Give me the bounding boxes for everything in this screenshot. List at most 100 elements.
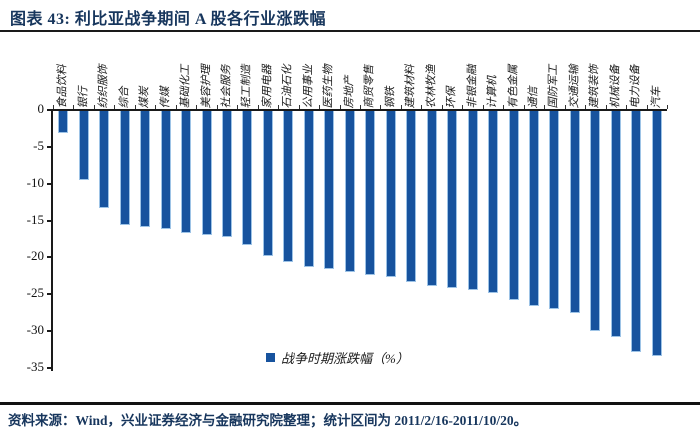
x-axis-tick-mark (237, 105, 239, 109)
bar-综合 (119, 111, 130, 225)
bar-有色金属 (508, 111, 519, 300)
y-axis-tick-mark (47, 182, 53, 185)
x-axis-category-label: 石油石化 (281, 64, 294, 109)
y-axis-tick-label: -25 (26, 285, 44, 301)
x-axis-category-label: 农林牧渔 (425, 64, 438, 109)
bar-基础化工 (181, 111, 192, 233)
y-axis-tick-mark (47, 256, 53, 259)
footer-divider (0, 402, 700, 405)
bar-建筑装饰 (590, 111, 601, 331)
bar-纺织服饰 (99, 111, 110, 208)
x-axis-tick-mark (626, 105, 628, 109)
y-axis-tick-label: -20 (26, 248, 44, 264)
bar-煤炭 (140, 111, 151, 227)
x-axis-tick-mark (93, 105, 95, 109)
bar-医药生物 (324, 111, 335, 269)
x-axis-category-label: 房地产 (343, 75, 356, 109)
bar-美容护理 (201, 111, 212, 235)
x-axis-category-label: 建筑装饰 (588, 64, 601, 109)
bar-汽车 (651, 111, 662, 356)
bar-石油石化 (283, 111, 294, 262)
x-axis-tick-mark (503, 105, 505, 109)
chart-legend: 战争时期涨跌幅（%） (266, 348, 409, 367)
x-axis-category-label: 电力设备 (629, 64, 642, 109)
bar-社会服务 (221, 111, 232, 237)
y-axis-tick-label: -30 (26, 322, 44, 338)
x-axis-category-label: 汽车 (650, 86, 663, 109)
bar-环保 (447, 111, 458, 288)
bar-电力设备 (631, 111, 642, 352)
x-axis-tick-mark (544, 105, 546, 109)
bar-公用事业 (303, 111, 314, 267)
x-axis-category-label: 国防军工 (547, 64, 560, 109)
x-axis-tick-mark (400, 105, 402, 109)
y-axis-tick-mark (47, 293, 53, 296)
bar-交通运输 (569, 111, 580, 313)
x-axis-category-label: 银行 (77, 86, 90, 109)
x-axis-tick-mark (380, 105, 382, 109)
x-axis-category-label: 建筑材料 (404, 64, 417, 109)
bar-农林牧渔 (426, 111, 437, 286)
y-axis-tick-label: -35 (26, 358, 44, 374)
y-axis-tick-mark (47, 366, 53, 369)
x-axis-category-label: 机械设备 (609, 64, 622, 109)
x-axis-tick-mark (114, 105, 116, 109)
y-axis-tick-label: -10 (26, 174, 44, 190)
bar-建筑材料 (406, 111, 417, 282)
bar-非银金融 (467, 111, 478, 290)
x-axis-category-label: 有色金属 (507, 64, 519, 109)
x-axis-tick-mark (482, 105, 484, 109)
x-axis-category-label: 商贸零售 (363, 64, 376, 109)
x-axis-category-label: 基础化工 (179, 64, 192, 109)
x-axis-category-label: 纺织服饰 (97, 64, 110, 109)
x-axis-tick-mark (134, 105, 136, 109)
x-axis-tick-mark (605, 105, 607, 109)
x-axis-tick-mark (155, 105, 157, 109)
legend-swatch-icon (266, 353, 275, 362)
x-axis-category-label: 轻工制造 (240, 64, 253, 109)
x-axis-tick-mark (175, 105, 177, 109)
y-axis-tick-mark (47, 109, 53, 111)
x-axis-category-label: 非银金融 (466, 64, 479, 109)
x-axis-line (51, 109, 667, 111)
bar-计算机 (488, 111, 499, 293)
x-axis-tick-mark (196, 105, 198, 109)
source-note: 资料来源：Wind，兴业证券经济与金融研究院整理；统计区间为 2011/2/16… (8, 413, 528, 428)
x-axis-category-label: 医药生物 (322, 64, 335, 109)
bar-商贸零售 (365, 111, 376, 275)
bar-国防军工 (549, 111, 560, 309)
bar-钢铁 (385, 111, 396, 277)
y-axis-tick-mark (47, 145, 53, 148)
x-axis-tick-mark (339, 105, 341, 109)
y-axis-tick-label: -5 (33, 137, 44, 153)
x-axis-tick-mark (73, 105, 75, 109)
x-axis-tick-mark (441, 105, 443, 109)
bar-chart: 0 -5 -10 -15 -20 -25 -30 -35 食品饮料 银行 纺织服饰 综合 煤炭 传媒 基础化… (0, 32, 700, 400)
bar-房地产 (344, 111, 355, 272)
bar-机械设备 (610, 111, 621, 337)
x-axis-tick-mark (257, 105, 259, 109)
figure-title: 图表 43: 利比亚战争期间 A 股各行业涨跌幅 (10, 11, 327, 28)
x-axis-tick-mark (360, 105, 361, 109)
x-axis-category-label: 公用事业 (302, 64, 315, 109)
x-axis-category-label: 综合 (118, 86, 131, 109)
title-divider (0, 30, 700, 32)
y-axis-tick-label: 0 (37, 101, 45, 116)
x-axis-category-label: 家用电器 (261, 64, 274, 109)
x-axis-tick-mark (298, 105, 300, 109)
x-axis-tick-mark (523, 105, 525, 109)
x-axis-tick-mark (216, 105, 218, 109)
x-axis-category-label: 环保 (445, 86, 458, 109)
bar-银行 (78, 111, 89, 180)
bar-食品饮料 (58, 111, 69, 133)
x-axis-category-label: 食品饮料 (56, 64, 69, 109)
x-axis-tick-mark (585, 105, 587, 109)
y-axis-tick-mark (47, 330, 53, 333)
y-axis-tick-label: -15 (26, 211, 44, 227)
x-axis-category-label: 交通运输 (568, 64, 581, 109)
bar-通信 (528, 111, 539, 306)
x-axis-category-label: 社会服务 (220, 64, 233, 109)
x-axis-category-label: 钢铁 (384, 86, 397, 109)
legend-label: 战争时期涨跌幅（%） (281, 351, 409, 366)
